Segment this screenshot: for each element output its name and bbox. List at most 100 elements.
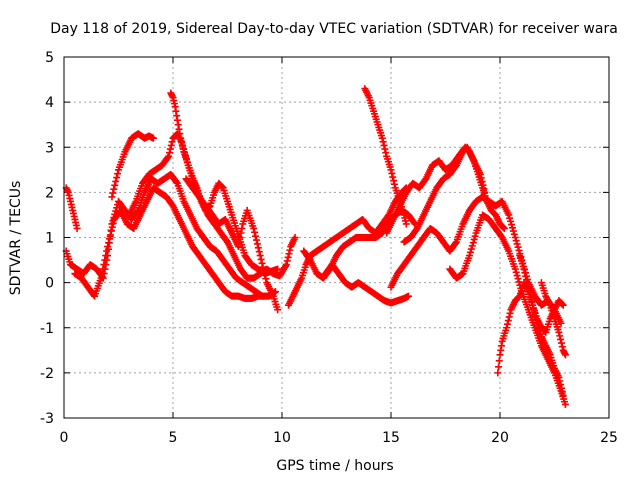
data-point bbox=[274, 306, 282, 314]
x-axis-label: GPS time / hours bbox=[276, 458, 393, 474]
data-point bbox=[559, 391, 567, 399]
data-point bbox=[258, 259, 266, 267]
data-point bbox=[252, 232, 260, 240]
data-point bbox=[111, 181, 119, 189]
data-point bbox=[479, 181, 487, 189]
x-tick-label: 15 bbox=[382, 430, 400, 446]
data-point bbox=[500, 224, 508, 232]
data-point bbox=[511, 234, 519, 241]
data-point bbox=[522, 272, 530, 280]
series-arc-o bbox=[446, 211, 569, 408]
data-point bbox=[261, 271, 269, 279]
y-tick-label: 3 bbox=[45, 140, 54, 156]
data-point bbox=[105, 239, 113, 247]
y-tick-label: -3 bbox=[40, 411, 54, 427]
series-arc-m bbox=[400, 143, 489, 246]
data-point bbox=[556, 332, 564, 340]
data-point bbox=[256, 252, 264, 260]
data-point bbox=[514, 275, 522, 283]
data-point bbox=[236, 234, 244, 241]
y-tick-label: 0 bbox=[45, 276, 54, 292]
data-point bbox=[254, 244, 262, 252]
x-tick-label: 10 bbox=[273, 430, 291, 446]
data-point bbox=[285, 250, 293, 258]
data-point bbox=[104, 243, 112, 251]
data-point bbox=[451, 239, 459, 247]
data-point bbox=[389, 173, 397, 181]
data-point bbox=[168, 138, 176, 146]
data-point bbox=[404, 292, 412, 300]
data-point bbox=[102, 252, 110, 260]
data-point bbox=[466, 248, 474, 256]
data-point bbox=[561, 351, 569, 359]
data-point bbox=[514, 243, 522, 251]
data-point bbox=[557, 339, 565, 347]
data-point bbox=[503, 324, 511, 332]
data-point bbox=[177, 138, 185, 146]
data-point bbox=[73, 224, 81, 232]
data-point bbox=[390, 180, 398, 188]
data-point bbox=[480, 185, 488, 193]
data-point bbox=[555, 328, 563, 336]
data-point bbox=[235, 238, 243, 246]
data-point bbox=[525, 287, 533, 295]
data-point bbox=[110, 185, 118, 193]
series-arc-f bbox=[182, 175, 282, 314]
axis-ticks: -3 -2 -1 0 1 2 3 4 5 0 5 10 15 20 25 bbox=[40, 50, 618, 446]
data-point bbox=[234, 243, 242, 251]
data-point bbox=[114, 170, 122, 178]
data-point bbox=[504, 317, 512, 325]
data-point bbox=[100, 261, 108, 269]
data-point bbox=[253, 240, 261, 248]
data-point bbox=[286, 246, 294, 254]
data-point bbox=[503, 320, 511, 328]
data-point bbox=[477, 174, 485, 182]
series-arc-b bbox=[71, 184, 269, 302]
data-point bbox=[402, 220, 410, 228]
data-point bbox=[559, 301, 567, 309]
data-point bbox=[173, 116, 181, 124]
x-tick-label: 20 bbox=[491, 430, 509, 446]
data-point bbox=[381, 145, 389, 153]
data-point bbox=[513, 240, 521, 248]
data-point bbox=[167, 141, 175, 149]
data-point bbox=[262, 275, 270, 283]
data-point bbox=[505, 313, 513, 321]
data-point bbox=[250, 224, 258, 232]
data-point bbox=[105, 235, 113, 243]
data-point bbox=[177, 134, 185, 142]
data-point bbox=[558, 388, 566, 396]
data-point bbox=[284, 253, 292, 261]
series-arc-g bbox=[62, 184, 81, 232]
data-point bbox=[174, 121, 182, 129]
data-point bbox=[251, 228, 259, 236]
data-point bbox=[101, 256, 109, 264]
data-point bbox=[106, 231, 114, 239]
data-point bbox=[109, 219, 117, 227]
data-point bbox=[524, 283, 532, 291]
data-point bbox=[259, 263, 267, 271]
data-point bbox=[468, 242, 476, 250]
y-tick-label: -2 bbox=[40, 366, 54, 382]
series-arc-e bbox=[167, 89, 282, 278]
y-axis-label: SDTVAR / TECUs bbox=[8, 181, 24, 296]
data-point bbox=[237, 229, 245, 237]
data-point bbox=[107, 227, 115, 235]
data-point bbox=[166, 149, 174, 157]
data-point bbox=[465, 252, 473, 260]
data-point bbox=[98, 270, 106, 278]
data-point bbox=[274, 265, 282, 273]
y-tick-label: 1 bbox=[45, 231, 54, 247]
data-point bbox=[521, 269, 529, 277]
data-point bbox=[103, 247, 111, 255]
data-point bbox=[471, 232, 479, 240]
data-point bbox=[166, 145, 174, 153]
series-arc-c bbox=[108, 130, 157, 201]
data-point bbox=[255, 248, 263, 256]
data-point bbox=[526, 290, 534, 298]
data-point bbox=[561, 400, 569, 408]
data-point bbox=[97, 274, 105, 282]
series-arc-r bbox=[537, 279, 569, 359]
